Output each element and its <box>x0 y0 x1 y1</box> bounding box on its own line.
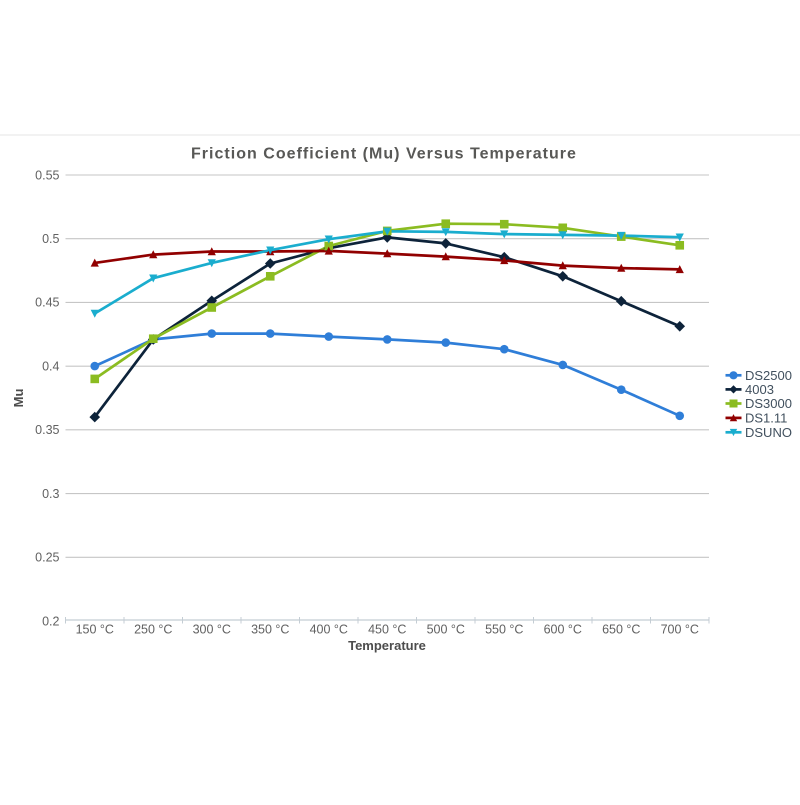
svg-text:300 °C: 300 °C <box>193 623 231 637</box>
svg-text:0.25: 0.25 <box>35 551 59 565</box>
svg-text:0.5: 0.5 <box>42 232 59 246</box>
svg-text:DSUNO: DSUNO <box>745 425 792 440</box>
svg-text:700 °C: 700 °C <box>661 623 699 637</box>
svg-text:0.55: 0.55 <box>35 168 59 182</box>
svg-text:Temperature: Temperature <box>348 638 426 653</box>
svg-text:450 °C: 450 °C <box>368 623 406 637</box>
svg-text:350 °C: 350 °C <box>251 623 289 637</box>
svg-text:0.3: 0.3 <box>42 487 59 501</box>
svg-text:0.45: 0.45 <box>35 296 59 310</box>
svg-text:4003: 4003 <box>745 382 774 397</box>
svg-text:Friction Coefficient (Mu) Vers: Friction Coefficient (Mu) Versus Tempera… <box>191 146 577 163</box>
svg-text:550 °C: 550 °C <box>485 623 523 637</box>
svg-text:DS2500: DS2500 <box>745 368 792 383</box>
svg-text:0.4: 0.4 <box>42 359 59 373</box>
svg-text:0.35: 0.35 <box>35 423 59 437</box>
svg-text:DS1.11: DS1.11 <box>745 411 787 426</box>
svg-text:650 °C: 650 °C <box>602 623 640 637</box>
svg-text:400 °C: 400 °C <box>310 623 348 637</box>
svg-text:DS3000: DS3000 <box>745 396 792 411</box>
svg-text:250 °C: 250 °C <box>134 623 172 637</box>
svg-text:150 °C: 150 °C <box>76 623 114 637</box>
svg-text:Mu: Mu <box>11 389 26 408</box>
svg-text:500 °C: 500 °C <box>427 623 465 637</box>
svg-text:0.2: 0.2 <box>42 614 59 628</box>
svg-text:600 °C: 600 °C <box>544 623 582 637</box>
